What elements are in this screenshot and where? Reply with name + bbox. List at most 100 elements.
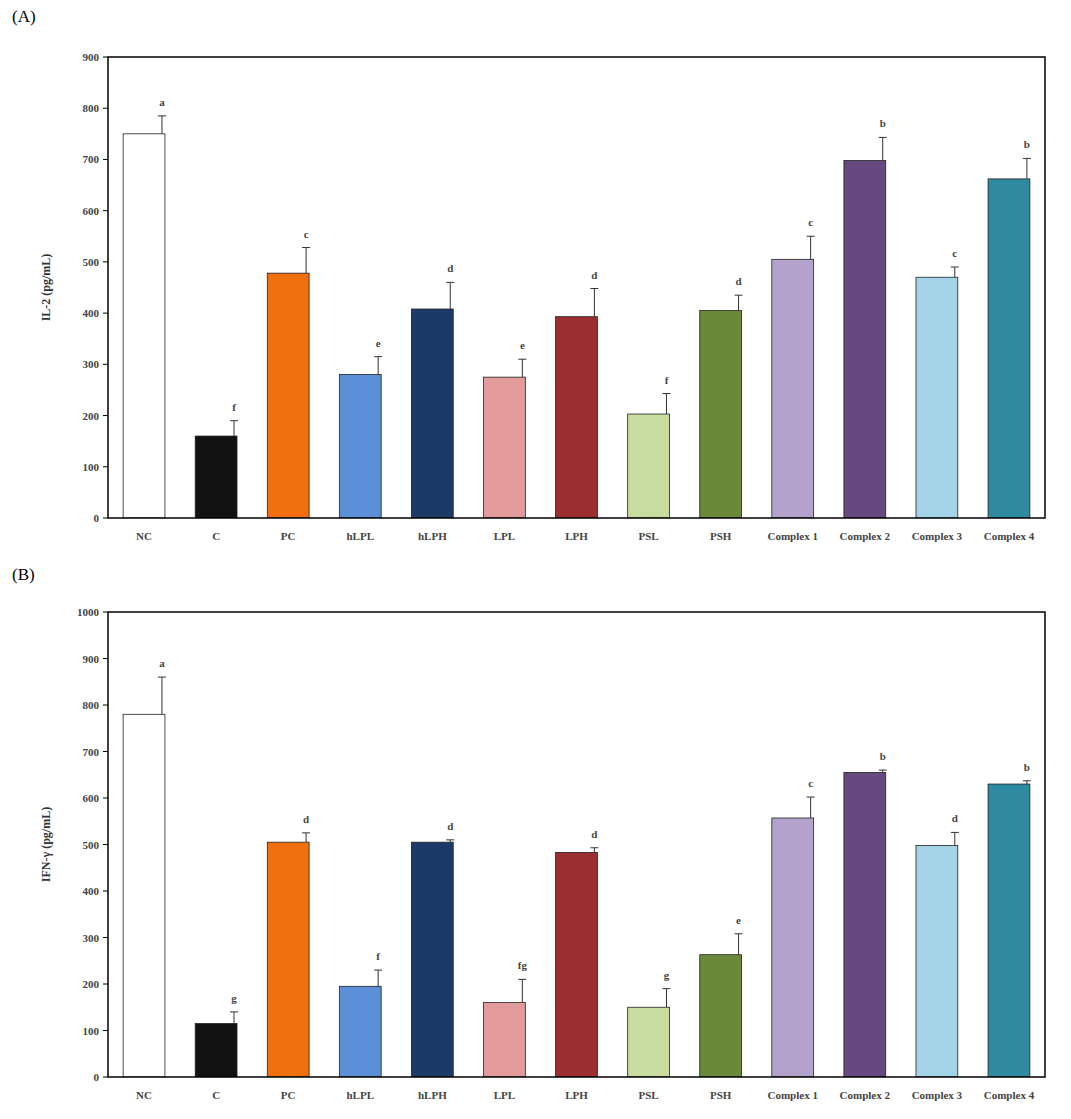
x-tick-label: PC <box>281 530 296 542</box>
x-tick-label: NC <box>136 1089 152 1101</box>
error-bar <box>951 832 959 845</box>
y-tick-label: 200 <box>83 410 100 422</box>
bar <box>411 842 453 1077</box>
y-tick-label: 300 <box>83 932 100 944</box>
y-tick-label: 0 <box>94 512 100 524</box>
bar <box>772 259 814 518</box>
plot-frame <box>108 612 1045 1077</box>
x-tick-label: LPL <box>494 530 515 542</box>
bar <box>339 986 381 1077</box>
x-tick-label: Complex 2 <box>840 530 891 542</box>
x-tick-label: C <box>212 530 220 542</box>
error-bar <box>590 848 598 853</box>
x-tick-label: Complex 4 <box>984 1089 1035 1101</box>
panel-title: (B) <box>12 565 35 584</box>
bar <box>267 273 309 518</box>
error-bar <box>662 989 670 1008</box>
significance-letter: e <box>520 339 525 351</box>
x-tick-label: Complex 3 <box>912 1089 963 1101</box>
error-bar <box>158 677 166 714</box>
bar <box>123 134 165 518</box>
y-axis-label: IFN-γ (pg/mL) <box>39 807 53 882</box>
significance-letter: b <box>880 750 886 762</box>
error-bar <box>158 116 166 134</box>
significance-letter: c <box>808 216 813 228</box>
significance-letter: c <box>808 777 813 789</box>
bar <box>267 842 309 1077</box>
bar <box>916 845 958 1077</box>
y-tick-label: 100 <box>83 461 100 473</box>
bar <box>988 784 1030 1077</box>
y-tick-label: 400 <box>83 885 100 897</box>
error-bar <box>446 282 454 309</box>
y-tick-label: 800 <box>83 699 100 711</box>
significance-letter: c <box>304 228 309 240</box>
x-tick-label: hLPL <box>347 1089 375 1101</box>
error-bar <box>374 970 382 986</box>
bar <box>411 309 453 518</box>
plot-area <box>123 677 1031 1077</box>
significance-letter: fg <box>518 959 528 971</box>
x-tick-label: LPH <box>565 530 588 542</box>
x-tick-label: LPH <box>565 1089 588 1101</box>
significance-letter: f <box>665 374 669 386</box>
y-tick-label: 600 <box>83 205 100 217</box>
error-bar <box>374 357 382 375</box>
x-tick-label: hLPL <box>347 530 375 542</box>
x-tick-label: hLPH <box>418 530 447 542</box>
x-tick-label: Complex 1 <box>768 1089 818 1101</box>
x-tick-label: Complex 4 <box>984 530 1035 542</box>
error-bar <box>302 248 310 274</box>
significance-letter: g <box>231 992 237 1004</box>
error-bar <box>518 359 526 377</box>
y-axis-label: IL-2 (pg/mL) <box>39 254 53 322</box>
significance-letter: e <box>736 914 741 926</box>
plot-frame <box>108 57 1045 518</box>
significance-letter: d <box>591 828 597 840</box>
bar <box>628 1007 670 1077</box>
y-tick-label: 300 <box>83 358 100 370</box>
x-tick-label: PSL <box>638 1089 658 1101</box>
y-tick-label: 500 <box>83 256 100 268</box>
error-bar <box>951 267 959 277</box>
error-bar <box>1023 781 1031 784</box>
y-tick-label: 100 <box>83 1025 100 1037</box>
significance-letter: f <box>232 401 236 413</box>
x-tick-label: NC <box>136 530 152 542</box>
y-tick-label: 0 <box>94 1071 100 1083</box>
error-bar <box>807 236 815 259</box>
x-tick-label: Complex 3 <box>912 530 963 542</box>
y-tick-label: 600 <box>83 792 100 804</box>
bar <box>195 1024 237 1077</box>
panel-title: (A) <box>12 7 36 26</box>
panel: (B)IFN-γ (pg/mL)010020030040050060070080… <box>12 565 1045 1101</box>
error-bar <box>518 979 526 1002</box>
y-tick-label: 800 <box>83 102 100 114</box>
y-tick-label: 700 <box>83 153 100 165</box>
x-tick-label: PSH <box>710 1089 732 1101</box>
bar <box>556 317 598 518</box>
significance-letter: f <box>376 950 380 962</box>
significance-letter: d <box>735 275 741 287</box>
bar <box>484 377 526 518</box>
y-tick-label: 900 <box>83 51 100 63</box>
bar <box>628 414 670 518</box>
bar <box>772 818 814 1077</box>
x-tick-label: PC <box>281 1089 296 1101</box>
bar <box>844 160 886 518</box>
error-bar <box>230 1012 238 1024</box>
error-bar <box>446 840 454 842</box>
significance-letter: d <box>447 820 453 832</box>
significance-letter: b <box>1024 138 1030 150</box>
error-bar <box>807 797 815 818</box>
x-tick-label: Complex 1 <box>768 530 818 542</box>
figure: (A) IL-2 (pg/mL) 0 100 200 300 400 500 600 700 800… <box>0 0 1071 1119</box>
error-bar <box>230 421 238 436</box>
error-bar <box>590 289 598 317</box>
significance-letter: d <box>447 262 453 274</box>
significance-letter: c <box>952 247 957 259</box>
y-tick-label: 500 <box>83 839 100 851</box>
y-tick-label: 400 <box>83 307 100 319</box>
error-bar <box>302 833 310 842</box>
significance-letter: a <box>159 657 165 669</box>
